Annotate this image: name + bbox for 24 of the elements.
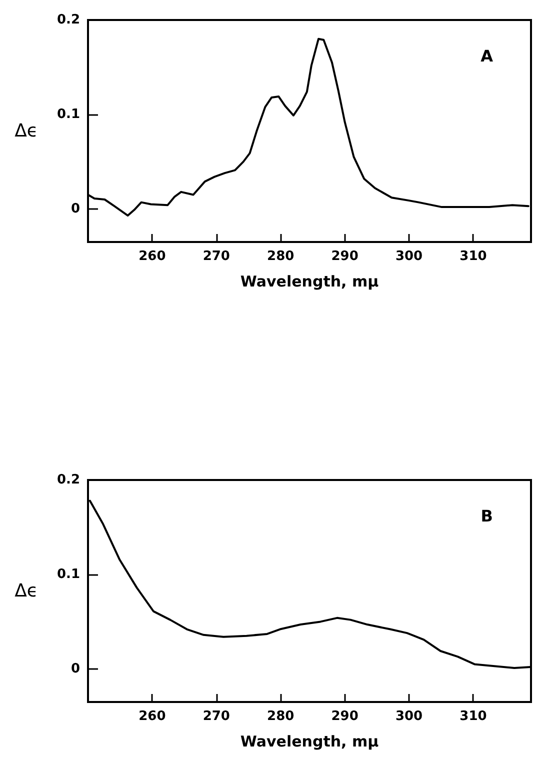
y-tick-label: 0.1 (56, 106, 80, 122)
x-tick-label: 290 (331, 709, 358, 724)
x-tick-label: 280 (267, 249, 294, 264)
y-tick-label: 0.2 (56, 472, 80, 488)
x-axis-title: Wavelength, mμ (240, 732, 379, 750)
x-tick-label: 300 (395, 249, 423, 264)
y-axis-title: Δϵ (14, 580, 38, 602)
y-tick-label: 0 (70, 661, 80, 676)
x-tick-label: 310 (460, 249, 487, 264)
x-axis-title: Wavelength, mμ (240, 272, 379, 290)
y-tick-label: 0 (70, 201, 80, 216)
x-tick-label: 290 (331, 249, 358, 264)
y-tick-label: 0.1 (56, 566, 80, 582)
x-tick-label: 270 (202, 709, 230, 724)
x-tick-label: 260 (138, 709, 166, 724)
x-tick-label: 260 (138, 249, 166, 264)
x-tick-label: 310 (460, 709, 487, 724)
x-tick-label: 300 (395, 709, 423, 724)
y-axis-title: Δϵ (14, 120, 38, 142)
x-tick-label: 280 (267, 709, 294, 724)
y-tick-label: 0.2 (56, 12, 80, 28)
annotation: A (480, 46, 494, 66)
annotation: B (480, 506, 494, 526)
x-tick-label: 270 (202, 249, 230, 264)
